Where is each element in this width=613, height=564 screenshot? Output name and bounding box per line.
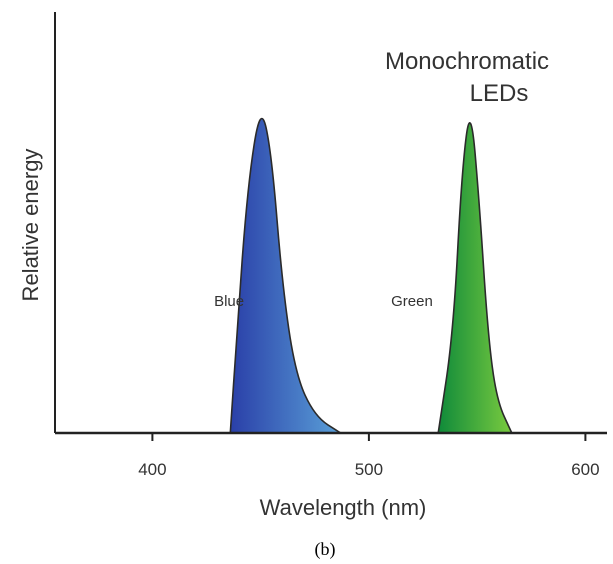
x-tick-label-600: 600 bbox=[571, 460, 599, 479]
series-label-green: Green bbox=[391, 293, 433, 310]
x-axis-title: Wavelength (nm) bbox=[260, 495, 427, 520]
x-tick-layer: 400500600700 bbox=[138, 433, 600, 479]
series-label-blue: Blue bbox=[214, 293, 244, 310]
x-tick-label-500: 500 bbox=[355, 460, 383, 479]
series-layer bbox=[229, 117, 513, 434]
y-axis-title: Relative energy bbox=[18, 149, 43, 302]
series-label-layer: BlueGreenRed bbox=[214, 293, 433, 310]
spectrum-peak-green bbox=[437, 122, 513, 434]
annotation-line-2: LEDs bbox=[470, 80, 529, 107]
annotation-line-1: Monochromatic bbox=[385, 48, 549, 75]
figure-caption: (b) bbox=[315, 539, 336, 560]
spectrum-peak-blue bbox=[229, 117, 342, 434]
x-tick-label-400: 400 bbox=[138, 460, 166, 479]
